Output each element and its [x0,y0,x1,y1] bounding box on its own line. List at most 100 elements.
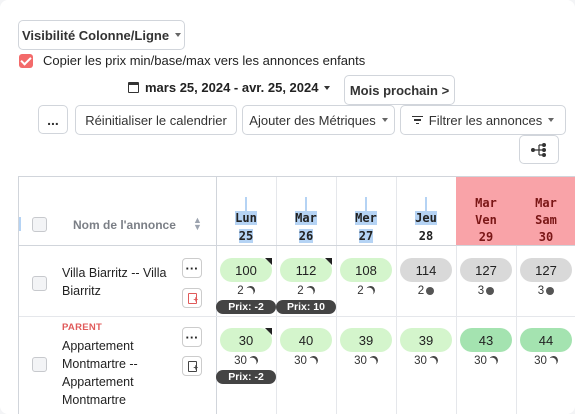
price-pill[interactable]: 40 [280,328,332,352]
row-more-button[interactable]: ··· [182,327,202,347]
price-value: 112 [295,262,317,278]
day-header-thu-28[interactable]: Jeu 28 [396,177,456,245]
date-range-picker[interactable]: mars 25, 2024 - avr. 25, 2024 [128,80,331,95]
date-range-label: mars 25, 2024 - avr. 25, 2024 [145,80,319,95]
price-value: 127 [475,262,497,278]
price-pill[interactable]: 100 [220,258,272,282]
chevron-down-icon [175,33,182,37]
override-flag-icon [265,258,272,265]
more-options-button[interactable]: ... [38,105,68,134]
min-stay: 2 [276,285,336,297]
price-adjust-badge: Prix: -2 [216,370,276,384]
more-label: ... [47,111,59,128]
moon-icon [308,355,320,367]
min-stay: 2 [216,285,276,297]
day-header-fri-29[interactable]: Mar Ven 29 [456,177,516,245]
min-stay: 2 [396,285,456,297]
price-value: 114 [415,262,437,278]
price-adjust-badge: Prix: -2 [216,300,276,314]
copy-prices-label: Copier les prix min/base/max vers les an… [43,53,366,68]
dot-icon [546,287,555,295]
column-row-visibility-dropdown[interactable]: Visibilité Colonne/Ligne [18,20,185,50]
price-pill[interactable]: 39 [340,328,392,352]
price-pill[interactable]: 43 [460,328,512,352]
parent-tag: PARENT [62,322,103,333]
min-stay: 2 [336,285,396,297]
reset-calendar-button[interactable]: Réinitialiser le calendrier [75,105,237,135]
hierarchy-icon [531,142,546,157]
min-stay: 30 [396,355,456,367]
min-stay-value: 3 [537,285,545,297]
min-stay: 30 [276,355,336,367]
min-stay-value: 30 [354,355,367,367]
row-checkbox[interactable] [32,357,47,372]
override-flag-icon [325,258,332,265]
listing-name-header: Nom de l'annonce [73,218,176,232]
price-value: 44 [538,332,554,348]
min-stay-value: 30 [414,355,427,367]
next-month-label: Mois prochain > [349,82,450,98]
moon-icon [548,355,560,367]
day-header-tue-26[interactable]: Mar 26 [276,177,336,245]
min-stay: 30 [216,355,276,367]
calendar-icon [128,82,139,93]
price-pill[interactable]: 39 [400,328,452,352]
price-pill[interactable]: 127 [520,258,572,282]
price-value: 39 [358,332,374,348]
listing-name[interactable]: Appartement Montmartre -- Appartement Mo… [62,339,138,407]
hierarchy-view-button[interactable] [519,135,559,164]
dot-icon [486,287,495,295]
min-stay: 30 [336,355,396,367]
chevron-down-icon [548,118,555,122]
min-stay-value: 2 [357,285,364,297]
row-add-doc-button[interactable]: + [182,356,202,376]
filter-listings-dropdown[interactable]: Filtrer les annonces [400,105,566,135]
price-pill[interactable]: 44 [520,328,572,352]
listing-name[interactable]: Villa Biarritz -- Villa Biarritz [62,266,167,298]
price-pill[interactable]: 127 [460,258,512,282]
filter-listings-label: Filtrer les annonces [428,112,543,128]
min-stay-value: 2 [417,285,425,297]
price-pill[interactable]: 108 [340,258,392,282]
price-value: 40 [298,332,314,348]
min-stay: 3 [516,285,575,297]
moon-icon [304,285,316,297]
day-header-mon-25[interactable]: Lun 25 [216,177,276,245]
select-all-checkbox[interactable] [32,217,47,232]
price-adjust-badge: Prix: 10 [276,300,336,314]
min-stay-value: 30 [474,355,487,367]
day-header-sat-30[interactable]: Mar Sam 30 [516,177,575,245]
filter-icon [411,115,423,125]
calendar-grid: Nom de l'annonce ▲ ▼ Lun 25 Mar 26 Mer 27… [18,176,575,414]
price-pill[interactable]: 30 [220,328,272,352]
min-stay-value: 30 [294,355,307,367]
price-value: 100 [235,262,257,278]
price-value: 30 [238,332,254,348]
next-month-button[interactable]: Mois prochain > [344,75,455,105]
moon-icon [364,285,376,297]
add-metrics-dropdown[interactable]: Ajouter des Métriques [242,105,395,135]
add-metrics-label: Ajouter des Métriques [249,112,376,128]
reset-calendar-label: Réinitialiser le calendrier [85,112,227,128]
row-add-doc-button[interactable]: + [182,288,202,308]
price-pill[interactable]: 112 [280,258,332,282]
min-stay: 3 [456,285,516,297]
row-checkbox[interactable] [32,276,47,291]
chevron-down-icon [381,118,388,122]
moon-icon [428,355,440,367]
visibility-label: Visibilité Colonne/Ligne [21,27,170,43]
row-more-button[interactable]: ··· [182,258,202,278]
moon-icon [368,355,380,367]
copy-prices-checkbox[interactable] [19,54,33,68]
min-stay: 30 [516,355,575,367]
day-header-wed-27[interactable]: Mer 27 [336,177,396,245]
min-stay-value: 30 [234,355,247,367]
price-value: 43 [478,332,494,348]
min-stay-value: 2 [237,285,244,297]
price-pill[interactable]: 114 [400,258,452,282]
moon-icon [488,355,500,367]
min-stay: 30 [456,355,516,367]
sort-icon[interactable]: ▲ ▼ [193,215,202,232]
price-value: 108 [355,262,377,278]
